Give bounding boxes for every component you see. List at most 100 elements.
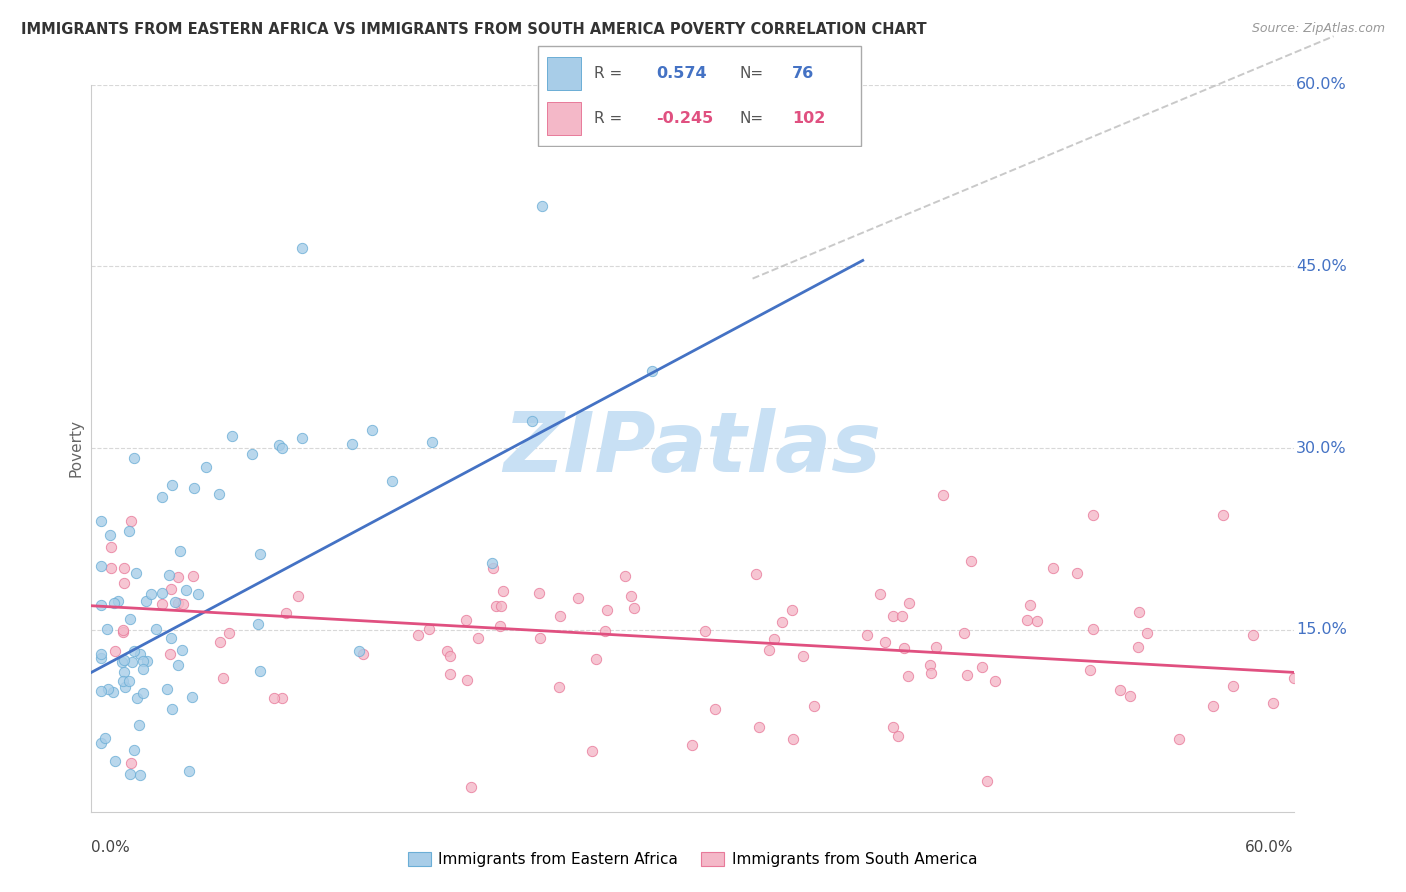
Point <box>920 666 942 681</box>
Point <box>925 640 948 654</box>
Point <box>856 627 879 641</box>
Point <box>270 691 292 706</box>
Point <box>492 583 515 598</box>
Point <box>972 660 994 674</box>
Point <box>920 657 942 672</box>
Point <box>522 414 544 428</box>
Point <box>145 622 167 636</box>
Point <box>595 624 617 639</box>
Point <box>90 735 112 749</box>
Point <box>157 568 180 582</box>
Point <box>125 691 148 706</box>
Point <box>352 647 374 661</box>
Point <box>120 767 142 781</box>
Point <box>270 442 292 455</box>
Point <box>112 673 135 688</box>
Text: 30.0%: 30.0% <box>1296 441 1347 456</box>
Point <box>159 647 181 661</box>
Text: 15.0%: 15.0% <box>1296 623 1347 638</box>
Point <box>792 648 814 663</box>
Point <box>122 644 145 658</box>
Point <box>128 718 150 732</box>
Point <box>111 656 134 670</box>
Point <box>112 576 135 591</box>
Legend: Immigrants from Eastern Africa, Immigrants from South America: Immigrants from Eastern Africa, Immigran… <box>402 846 983 873</box>
Point <box>129 768 152 782</box>
Point <box>1212 508 1234 522</box>
Point <box>150 490 173 504</box>
Point <box>121 756 143 771</box>
Point <box>623 601 645 615</box>
Text: 60.0%: 60.0% <box>1246 840 1294 855</box>
Point <box>780 603 803 617</box>
Point <box>745 567 768 582</box>
Point <box>240 447 263 461</box>
Point <box>249 665 271 679</box>
Y-axis label: Poverty: Poverty <box>67 419 83 477</box>
Point <box>1017 613 1039 627</box>
Point <box>1083 508 1105 522</box>
Point <box>381 474 404 488</box>
Point <box>160 702 183 716</box>
Point <box>454 613 477 627</box>
Point <box>167 570 190 584</box>
Point <box>172 597 194 611</box>
Point <box>291 241 314 255</box>
Point <box>111 623 134 637</box>
Point <box>641 364 664 378</box>
Point <box>209 635 232 649</box>
Point <box>1119 690 1142 704</box>
Point <box>1128 605 1150 619</box>
Point <box>758 643 780 657</box>
Point <box>132 686 155 700</box>
Point <box>984 674 1007 689</box>
Point <box>481 561 503 575</box>
Point <box>181 569 204 583</box>
Bar <box>547 102 581 135</box>
Point <box>869 587 891 601</box>
Point <box>1263 696 1285 710</box>
Point <box>887 729 910 743</box>
Point <box>103 685 125 699</box>
Point <box>160 582 183 596</box>
Point <box>121 655 143 669</box>
Point <box>112 653 135 667</box>
Point <box>90 647 112 661</box>
Text: R =: R = <box>593 66 621 81</box>
Point <box>418 622 440 636</box>
Text: 0.0%: 0.0% <box>91 840 131 855</box>
Point <box>1066 566 1088 581</box>
Point <box>585 651 607 665</box>
Text: 0.574: 0.574 <box>657 66 707 81</box>
Point <box>287 589 309 603</box>
Point <box>748 720 770 734</box>
Point <box>90 514 112 528</box>
Point <box>956 668 979 682</box>
Point <box>782 731 804 746</box>
Point <box>1078 663 1101 677</box>
Point <box>893 640 915 655</box>
Point <box>114 680 136 694</box>
Point <box>183 481 205 495</box>
Point <box>267 438 290 452</box>
Point <box>135 594 157 608</box>
Text: ZIPatlas: ZIPatlas <box>503 408 882 489</box>
Point <box>163 595 186 609</box>
Point <box>360 423 382 437</box>
Point <box>1222 679 1244 693</box>
Point <box>488 619 510 633</box>
Point <box>1042 561 1064 575</box>
Point <box>90 651 112 665</box>
Point <box>467 632 489 646</box>
Point <box>882 609 904 624</box>
Point <box>1019 598 1042 612</box>
Point <box>90 598 112 612</box>
Point <box>456 673 478 687</box>
Point <box>132 654 155 668</box>
Point <box>194 460 217 475</box>
Point <box>976 774 998 789</box>
Text: R =: R = <box>593 111 621 126</box>
Point <box>770 615 793 629</box>
Point <box>527 586 550 600</box>
Point <box>420 435 443 450</box>
